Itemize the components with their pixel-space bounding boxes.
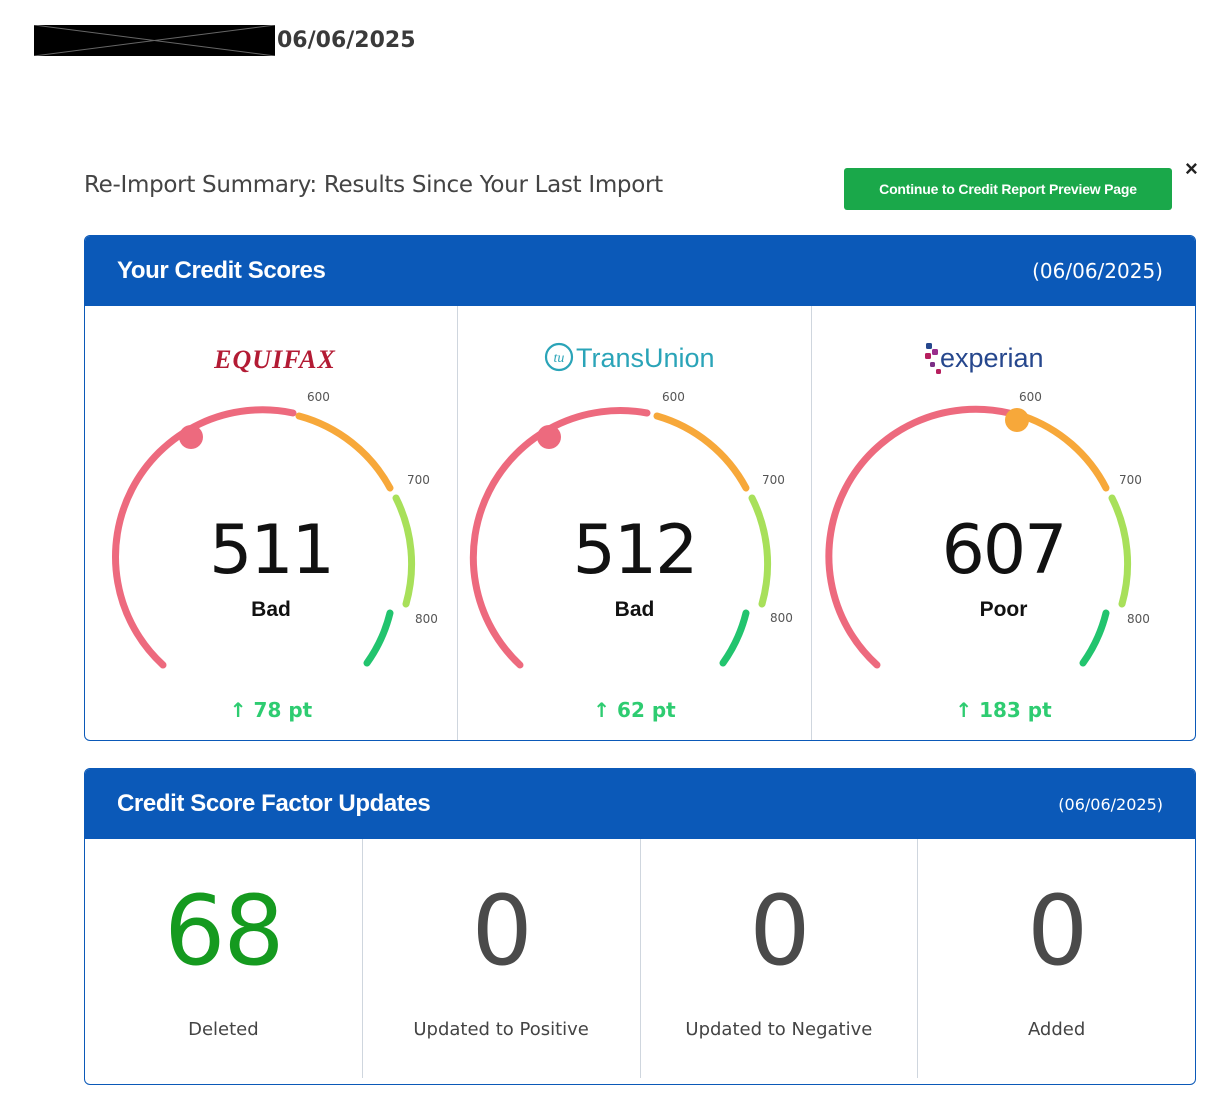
factor-updates-header: Credit Score Factor Updates (06/06/2025) — [85, 769, 1195, 839]
close-icon[interactable]: × — [1185, 156, 1198, 181]
arrow-up-icon: ↑ — [593, 698, 611, 722]
transunion-logo: tu TransUnion — [458, 338, 811, 378]
svg-text:tu: tu — [554, 351, 565, 366]
transunion-gauge — [469, 407, 772, 669]
factor-updates-panel: Credit Score Factor Updates (06/06/2025)… — [84, 768, 1196, 1085]
factor-updated-negative-count: 0 — [749, 875, 810, 987]
summary-title: Re-Import Summary: Results Since Your La… — [84, 172, 663, 198]
credit-scores-title: Your Credit Scores — [117, 257, 326, 284]
tick-700: 700 — [1119, 473, 1142, 487]
factor-updates-date: (06/06/2025) — [1058, 794, 1163, 814]
tick-700: 700 — [407, 473, 430, 487]
equifax-delta: ↑ 78 pt — [85, 698, 457, 722]
transunion-score: 512 — [572, 511, 699, 590]
factor-updated-positive-count: 0 — [471, 875, 533, 987]
credit-scores-header: Your Credit Scores (06/06/2025) — [85, 236, 1195, 306]
factor-added-count: 0 — [1027, 875, 1088, 987]
factor-updated-negative: 0 Updated to Negative — [641, 839, 919, 1078]
equifax-score-card: EQUIFAX 600 700 800 511 Bad ↑ 78 pt — [85, 306, 458, 740]
factor-deleted: 68 Deleted — [85, 839, 363, 1078]
factor-updated-positive: 0 Updated to Positive — [363, 839, 641, 1078]
transunion-score-marker — [537, 425, 561, 449]
experian-rating: Poor — [979, 598, 1028, 621]
experian-score-card: experian 600 700 800 607 Poor ↑ 183 pt — [812, 306, 1195, 740]
tick-700: 700 — [762, 473, 785, 487]
equifax-gauge — [112, 406, 416, 669]
equifax-score-marker — [179, 425, 203, 449]
transunion-score-card: tu TransUnion 600 700 800 512 Bad ↑ 62 p… — [458, 306, 812, 740]
tick-800: 800 — [770, 611, 793, 625]
report-date: 06/06/2025 — [277, 27, 416, 53]
experian-delta-value: 183 pt — [979, 698, 1052, 722]
experian-score-marker — [1005, 408, 1029, 432]
experian-delta: ↑ 183 pt — [812, 698, 1195, 722]
experian-score: 607 — [941, 511, 1068, 590]
factor-updates-title: Credit Score Factor Updates — [117, 790, 431, 817]
top-bar: 06/06/2025 — [34, 24, 416, 56]
experian-gauge — [825, 405, 1132, 669]
tick-800: 800 — [1127, 612, 1150, 626]
experian-logo-text: experian — [940, 343, 1044, 373]
transunion-delta: ↑ 62 pt — [458, 698, 811, 722]
factor-updated-positive-label: Updated to Positive — [413, 1019, 589, 1040]
factor-deleted-count: 68 — [164, 875, 284, 987]
transunion-delta-value: 62 pt — [617, 698, 676, 722]
arrow-up-icon: ↑ — [955, 698, 973, 722]
equifax-delta-value: 78 pt — [253, 698, 313, 722]
equifax-score: 511 — [209, 511, 335, 590]
factor-updated-negative-label: Updated to Negative — [685, 1019, 873, 1040]
transunion-rating: Bad — [614, 598, 655, 621]
factor-deleted-label: Deleted — [188, 1019, 259, 1040]
equifax-rating: Bad — [251, 598, 291, 621]
tick-600: 600 — [307, 390, 330, 404]
tick-800: 800 — [415, 612, 438, 626]
redacted-name — [34, 24, 275, 56]
transunion-logo-text: TransUnion — [576, 343, 715, 373]
factor-added: 0 Added — [918, 839, 1195, 1078]
equifax-logo: EQUIFAX — [85, 338, 457, 378]
experian-logo: experian — [812, 338, 1195, 378]
credit-scores-date: (06/06/2025) — [1032, 259, 1163, 283]
factor-added-label: Added — [1027, 1019, 1086, 1040]
arrow-up-icon: ↑ — [229, 698, 247, 722]
equifax-logo-text: EQUIFAX — [213, 345, 336, 374]
credit-scores-panel: Your Credit Scores (06/06/2025) EQUIFAX … — [84, 235, 1196, 741]
continue-to-preview-button[interactable]: Continue to Credit Report Preview Page — [844, 168, 1172, 210]
tick-600: 600 — [1019, 390, 1042, 404]
tick-600: 600 — [662, 390, 685, 404]
